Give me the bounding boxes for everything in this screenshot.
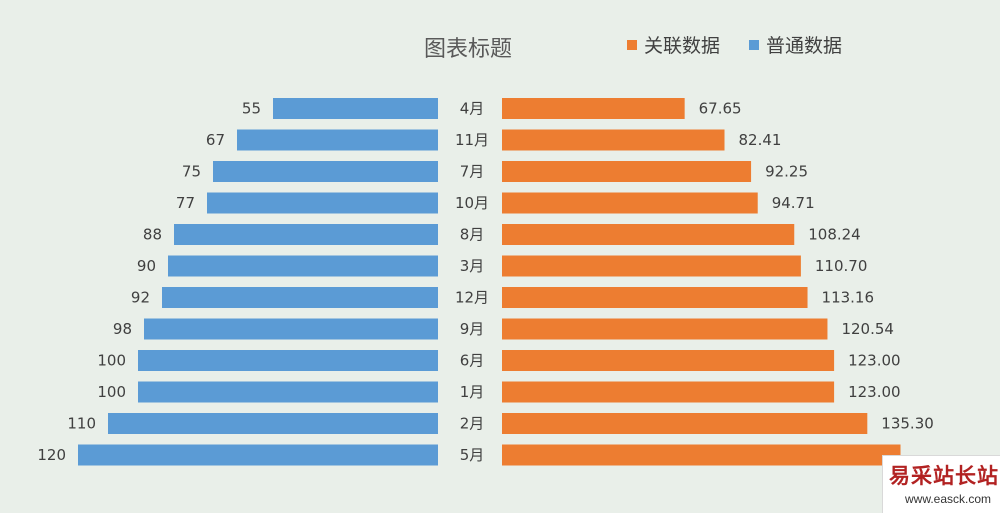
value-label-right: 108.24 — [808, 226, 861, 244]
category-label: 4月 — [460, 100, 485, 118]
category-label: 2月 — [460, 415, 485, 433]
value-label-left: 90 — [137, 257, 156, 275]
bar-left-5 — [174, 224, 438, 245]
bar-left-4 — [207, 192, 438, 214]
category-label: 3月 — [460, 257, 485, 275]
category-label: 12月 — [455, 289, 489, 307]
category-label: 9月 — [460, 320, 485, 338]
category-labels: 4月 11月 7月 10月 8月 3月 12月 9月 6月 1月 2月 5月 — [455, 100, 489, 465]
value-label-left: 67 — [206, 131, 225, 149]
value-label-right: 135.30 — [881, 415, 934, 433]
bar-right-3 — [502, 161, 752, 182]
value-label-left: 55 — [242, 100, 261, 118]
category-label: 10月 — [455, 194, 489, 212]
bar-right-6 — [502, 255, 801, 277]
legend-label: 关联数据 — [644, 35, 720, 57]
legend-swatch — [749, 40, 759, 50]
value-label-left: 92 — [131, 289, 150, 307]
bar-right-1 — [502, 98, 685, 119]
legend: 关联数据 普通数据 — [627, 35, 842, 57]
value-label-right: 82.41 — [739, 131, 782, 149]
bar-right-10 — [502, 381, 835, 403]
value-label-right: 120.54 — [841, 320, 894, 338]
bar-left-11 — [108, 413, 438, 434]
value-label-left: 100 — [97, 383, 126, 401]
bar-right-7 — [502, 287, 808, 308]
value-label-right: 67.65 — [699, 100, 742, 118]
legend-swatch — [627, 40, 637, 50]
value-label-left: 100 — [97, 352, 126, 370]
chart-title: 图表标题 — [424, 37, 512, 62]
bar-left-6 — [168, 255, 438, 277]
value-label-right: 92.25 — [765, 163, 808, 181]
site-watermark: 易采站长站 www.easck.com — [882, 455, 1000, 513]
bar-right-2 — [502, 129, 725, 151]
bar-left-1 — [273, 98, 438, 119]
bar-right-5 — [502, 224, 795, 245]
bar-left-7 — [162, 287, 438, 308]
value-label-right: 110.70 — [815, 257, 868, 275]
watermark-brand: 易采站长站 — [889, 463, 999, 488]
category-label: 6月 — [460, 352, 485, 370]
value-label-left: 120 — [37, 446, 66, 464]
value-label-left: 110 — [67, 415, 96, 433]
left-series-bars — [78, 98, 438, 466]
value-label-right: 123.00 — [848, 383, 901, 401]
value-label-left: 75 — [182, 163, 201, 181]
value-label-right: 94.71 — [772, 194, 815, 212]
right-series-bars — [502, 98, 901, 466]
value-label-left: 77 — [176, 194, 195, 212]
category-label: 1月 — [460, 383, 485, 401]
bar-right-8 — [502, 318, 828, 340]
category-label: 7月 — [460, 163, 485, 181]
bar-right-12 — [502, 444, 901, 466]
category-label: 8月 — [460, 226, 485, 244]
bar-left-12 — [78, 444, 438, 466]
value-labels: 55 67.65 67 82.41 75 92.25 77 94.71 88 108.24 90 11… — [37, 100, 933, 465]
legend-label: 普通数据 — [766, 35, 842, 57]
bar-left-2 — [237, 129, 438, 151]
bar-right-4 — [502, 192, 758, 214]
bar-right-9 — [502, 350, 835, 371]
value-label-left: 98 — [113, 320, 132, 338]
bar-left-8 — [144, 318, 438, 340]
bar-left-3 — [213, 161, 438, 182]
value-label-left: 88 — [143, 226, 162, 244]
category-label: 5月 — [460, 446, 485, 464]
value-label-right: 123.00 — [848, 352, 901, 370]
bar-right-11 — [502, 413, 868, 434]
category-label: 11月 — [455, 131, 489, 149]
bar-left-10 — [138, 381, 438, 403]
value-label-right: 113.16 — [822, 289, 875, 307]
watermark-url: www.easck.com — [905, 492, 992, 506]
bar-left-9 — [138, 350, 438, 371]
